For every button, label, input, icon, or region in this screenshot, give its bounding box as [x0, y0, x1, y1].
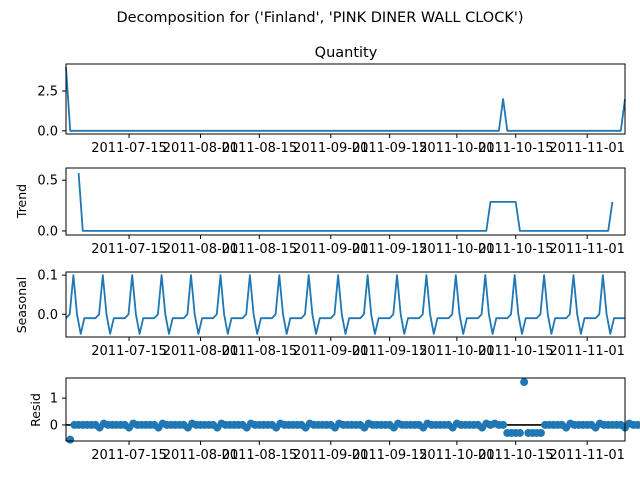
resid-point: [637, 421, 640, 429]
trend-xtick-label: 2011-08-15: [222, 242, 298, 257]
trend-axes: 0.00.52011-07-152011-08-012011-08-152011…: [37, 167, 626, 257]
resid-point: [515, 428, 524, 437]
quantity-ytick-label: 0.0: [37, 124, 58, 139]
resid-point: [499, 420, 508, 429]
seasonal-panel: Seasonal 0.00.12011-07-152011-08-012011-…: [14, 269, 626, 359]
trend-xtick-label: 2011-07-15: [91, 242, 167, 257]
quantity-series-line: [65, 67, 626, 132]
resid-xtick-label: 2011-10-15: [478, 448, 554, 463]
seasonal-xtick-label: 2011-09-15: [352, 344, 428, 359]
trend-ylabel: Trend: [14, 184, 29, 219]
trend-series-line: [77, 172, 614, 232]
quantity-xtick-label: 2011-08-15: [222, 141, 298, 156]
seasonal-xtick-label: 2011-10-01: [419, 344, 495, 359]
seasonal-xtick-label: 2011-11-01: [549, 344, 625, 359]
seasonal-ytick-label: 0.0: [37, 308, 58, 323]
figure-suptitle: Decomposition for ('Finland', 'PINK DINE…: [116, 10, 523, 26]
trend-axes-frame: [65, 167, 626, 236]
resid-axes-frame: [65, 377, 626, 442]
seasonal-ylabel: Seasonal: [14, 277, 29, 334]
trend-xtick-label: 2011-08-01: [163, 242, 239, 257]
resid-ytick-label: 0: [50, 418, 58, 433]
seasonal-xtick-label: 2011-08-01: [163, 344, 239, 359]
quantity-xtick-label: 2011-10-15: [478, 141, 554, 156]
quantity-xtick-label: 2011-09-01: [293, 141, 369, 156]
seasonal-series-line: [65, 274, 625, 335]
quantity-xtick-label: 2011-09-15: [352, 141, 428, 156]
trend-xtick-label: 2011-09-01: [293, 242, 369, 257]
trend-ytick-label: 0.0: [37, 224, 58, 239]
quantity-panel-title: Quantity: [315, 45, 378, 61]
trend-xtick-label: 2011-11-01: [549, 242, 625, 257]
seasonal-ytick-label: 0.1: [37, 269, 58, 284]
quantity-xtick-label: 2011-07-15: [91, 141, 167, 156]
seasonal-axes-frame: [65, 271, 626, 338]
seasonal-xtick-label: 2011-08-15: [222, 344, 298, 359]
resid-xtick-label: 2011-10-01: [419, 448, 495, 463]
resid-point: [520, 378, 529, 387]
seasonal-xtick-label: 2011-09-01: [293, 344, 369, 359]
trend-panel: Trend 0.0 0.5 2011-07-152011-08-012011-08-…: [14, 167, 626, 257]
quantity-xtick-label: 2011-08-01: [163, 141, 239, 156]
resid-axes: 012011-07-152011-08-012011-08-152011-09-…: [50, 377, 640, 463]
trend-xtick-label: 2011-10-15: [478, 242, 554, 257]
trend-ytick-label: 0.5: [37, 174, 58, 189]
quantity-axes-frame: [65, 63, 626, 135]
seasonal-axes: 0.00.12011-07-152011-08-012011-08-152011…: [37, 269, 626, 359]
resid-xtick-label: 2011-11-01: [549, 448, 625, 463]
resid-xtick-label: 2011-07-15: [91, 448, 167, 463]
seasonal-xtick-label: 2011-07-15: [91, 344, 167, 359]
quantity-ytick-label: 2.5: [37, 85, 58, 100]
resid-ylabel: Resid: [28, 393, 43, 427]
trend-xtick-label: 2011-10-01: [419, 242, 495, 257]
resid-ytick-label: 1: [50, 392, 58, 407]
resid-point: [536, 428, 545, 437]
seasonal-xtick-label: 2011-10-15: [478, 344, 554, 359]
quantity-panel: Quantity 0.02.52011-07-152011-08-012011-…: [37, 45, 626, 156]
quantity-xtick-label: 2011-10-01: [419, 141, 495, 156]
resid-xtick-label: 2011-08-15: [222, 448, 298, 463]
quantity-xtick-label: 2011-11-01: [549, 141, 625, 156]
resid-xtick-label: 2011-09-01: [293, 448, 369, 463]
quantity-axes: 0.02.52011-07-152011-08-012011-08-152011…: [37, 63, 626, 156]
resid-point: [66, 435, 75, 444]
resid-xtick-label: 2011-08-01: [163, 448, 239, 463]
trend-xtick-label: 2011-09-15: [352, 242, 428, 257]
resid-panel: Resid 012011-07-152011-08-012011-08-1520…: [28, 377, 640, 463]
resid-xtick-label: 2011-09-15: [352, 448, 428, 463]
